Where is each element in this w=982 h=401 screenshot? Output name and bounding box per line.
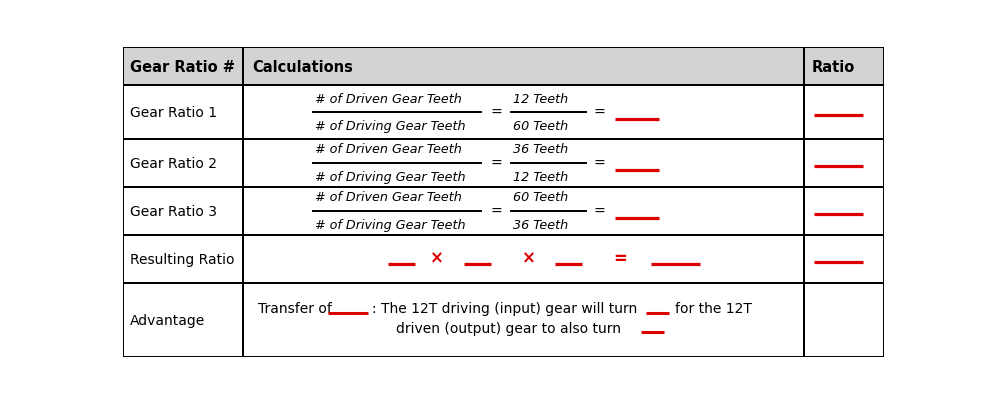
Text: Calculations: Calculations [252, 59, 353, 75]
Text: # of Driving Gear Teeth: # of Driving Gear Teeth [315, 219, 465, 232]
Text: =: = [594, 156, 606, 170]
Bar [243, 187, 804, 235]
Bar [123, 283, 243, 357]
Text: 60 Teeth: 60 Teeth [514, 120, 569, 133]
Bar [243, 187, 804, 235]
Bar [804, 235, 884, 283]
Bar [804, 48, 884, 86]
Bar [804, 187, 884, 235]
Text: # of Driven Gear Teeth: # of Driven Gear Teeth [315, 92, 463, 105]
Text: 12 Teeth: 12 Teeth [514, 171, 569, 184]
Text: =: = [594, 106, 606, 119]
Text: 12 Teeth: 12 Teeth [514, 92, 569, 105]
Text: =: = [490, 106, 502, 119]
Bar [804, 235, 884, 283]
Bar [804, 86, 884, 140]
Bar [243, 235, 804, 283]
Bar [123, 235, 243, 283]
Text: 36 Teeth: 36 Teeth [514, 143, 569, 156]
Bar [123, 48, 243, 86]
Text: # of Driven Gear Teeth: # of Driven Gear Teeth [315, 143, 463, 156]
Bar [243, 48, 804, 86]
Bar [123, 283, 243, 357]
Text: Gear Ratio #: Gear Ratio # [131, 59, 236, 75]
Text: Gear Ratio 1: Gear Ratio 1 [131, 106, 217, 119]
Bar [243, 48, 804, 86]
Text: driven (output) gear to also turn: driven (output) gear to also turn [396, 321, 621, 335]
Bar [804, 283, 884, 357]
Bar [804, 48, 884, 86]
Bar [123, 48, 243, 86]
Text: Gear Ratio 3: Gear Ratio 3 [131, 205, 217, 218]
Bar [804, 187, 884, 235]
Text: Transfer of: Transfer of [258, 301, 332, 315]
Bar [804, 140, 884, 187]
Bar [243, 235, 804, 283]
Text: 60 Teeth: 60 Teeth [514, 191, 569, 204]
Bar [123, 140, 243, 187]
Text: : The 12T driving (input) gear will turn: : The 12T driving (input) gear will turn [372, 301, 637, 315]
Text: # of Driving Gear Teeth: # of Driving Gear Teeth [315, 120, 465, 133]
Bar [123, 235, 243, 283]
Bar [243, 283, 804, 357]
Bar [243, 140, 804, 187]
Text: =: = [490, 156, 502, 170]
Text: Ratio: Ratio [811, 59, 854, 75]
Text: Gear Ratio 2: Gear Ratio 2 [131, 156, 217, 170]
Bar [123, 86, 243, 140]
Bar [243, 86, 804, 140]
Bar [804, 86, 884, 140]
Bar [804, 140, 884, 187]
Text: =: = [613, 249, 627, 267]
Text: =: = [594, 205, 606, 218]
Text: Advantage: Advantage [131, 313, 205, 327]
Bar [123, 86, 243, 140]
Text: ×: × [430, 249, 444, 267]
Bar [243, 86, 804, 140]
Bar [123, 140, 243, 187]
Bar [243, 283, 804, 357]
Text: 36 Teeth: 36 Teeth [514, 219, 569, 232]
Bar [804, 283, 884, 357]
Text: Resulting Ratio: Resulting Ratio [131, 252, 235, 266]
Bar [123, 187, 243, 235]
Text: =: = [490, 205, 502, 218]
Bar [243, 140, 804, 187]
Text: ×: × [521, 249, 535, 267]
Text: for the 12T: for the 12T [676, 301, 752, 315]
Text: # of Driving Gear Teeth: # of Driving Gear Teeth [315, 171, 465, 184]
Bar [123, 187, 243, 235]
Text: # of Driven Gear Teeth: # of Driven Gear Teeth [315, 191, 463, 204]
